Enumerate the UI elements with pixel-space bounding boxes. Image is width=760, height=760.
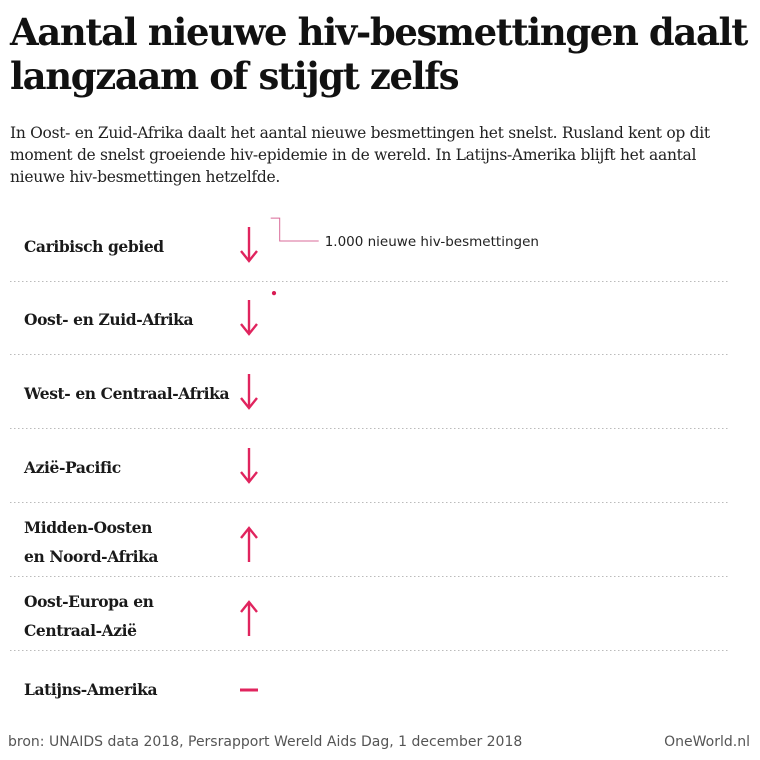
region-row: Azië-Pacific xyxy=(10,448,730,503)
trend-down-arrowhead xyxy=(240,397,258,410)
region-label: Oost- en Zuid-Afrika xyxy=(24,310,193,329)
brand-logo-text: OneWorld.nl xyxy=(664,734,750,750)
unit-annotation-line xyxy=(270,217,319,242)
trend-down-arrowhead xyxy=(240,323,258,336)
region-row: Oost- en Zuid-Afrika xyxy=(10,291,730,355)
region-row: Latijns-Amerika xyxy=(24,680,258,699)
region-label: Latijns-Amerika xyxy=(24,680,158,699)
region-row: Midden-Oosten en Noord-Afrika xyxy=(10,518,730,577)
region-row: Oost-Europa en Centraal-Azië xyxy=(10,592,730,651)
unit-annotation-label: 1.000 nieuwe hiv-besmettingen xyxy=(325,234,539,250)
region-row: West- en Centraal-Afrika xyxy=(10,374,730,429)
chart-title: Aantal nieuwe hiv-besmettingen daalt lan… xyxy=(10,10,748,98)
region-label: Oost-Europa en xyxy=(24,592,154,611)
trend-up-arrowhead xyxy=(240,600,258,613)
region-label: en Noord-Afrika xyxy=(24,547,158,566)
dot-current xyxy=(271,291,277,296)
region-label: West- en Centraal-Afrika xyxy=(23,384,229,403)
region-label: Azië-Pacific xyxy=(23,458,121,477)
region-label: Caribisch gebied xyxy=(24,237,164,256)
trend-up-arrowhead xyxy=(240,526,258,539)
trend-down-arrowhead xyxy=(240,250,258,263)
trend-down-arrowhead xyxy=(240,471,258,484)
region-label: Midden-Oosten xyxy=(24,518,152,537)
region-row: Caribisch gebied 1.000 nieuwe hiv-besmett… xyxy=(10,217,730,282)
source-note: bron: UNAIDS data 2018, Persrapport Were… xyxy=(8,734,523,750)
chart-subtitle: In Oost- en Zuid-Afrika daalt het aantal… xyxy=(10,124,710,186)
region-label: Centraal-Azië xyxy=(24,621,137,640)
